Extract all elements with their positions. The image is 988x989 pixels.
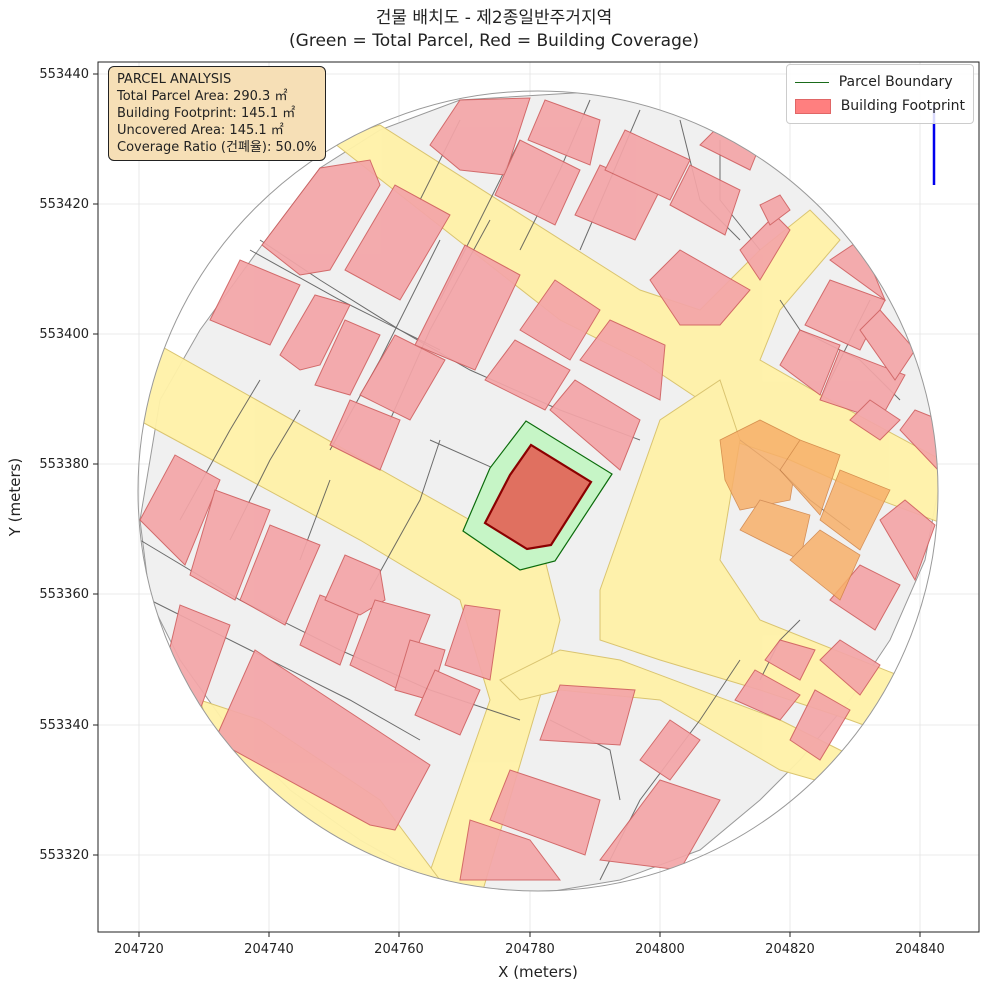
building — [879, 499, 936, 582]
y-axis-label: Y (meters) — [6, 458, 24, 538]
building — [314, 319, 381, 396]
building — [764, 639, 816, 681]
building — [579, 319, 666, 401]
building — [261, 159, 381, 276]
building — [519, 279, 601, 361]
building-footprint — [483, 443, 593, 551]
building — [899, 409, 938, 472]
legend-swatch-line — [794, 81, 829, 83]
analysis-line: Building Footprint: 145.1 ㎡ — [117, 106, 296, 121]
building — [819, 639, 881, 696]
building — [739, 214, 791, 281]
building — [189, 489, 271, 601]
chart-title-line1: 건물 배치도 - 제2종일반주거지역 — [375, 8, 613, 28]
legend-item-footprint: Building Footprint — [794, 94, 965, 118]
building — [734, 669, 801, 721]
map-content — [138, 91, 938, 891]
legend-item-parcel: Parcel Boundary — [794, 70, 965, 94]
x-tick-label: 204780 — [505, 942, 555, 957]
y-tick-label: 553400 — [39, 327, 89, 342]
building — [209, 259, 301, 346]
chart-title-line2: (Green = Total Parcel, Red = Building Co… — [289, 31, 699, 51]
building — [669, 164, 741, 236]
building — [549, 379, 641, 471]
x-tick-label: 204800 — [635, 942, 685, 957]
y-tick-label: 553380 — [39, 457, 89, 472]
x-tick-label: 204840 — [895, 942, 945, 957]
building — [414, 669, 481, 736]
legend: Parcel Boundary Building Footprint — [785, 64, 974, 124]
x-axis-label: X (meters) — [498, 963, 578, 981]
building — [349, 599, 431, 691]
overlap-area — [719, 419, 891, 601]
y-tick-label: 553340 — [39, 718, 89, 733]
legend-label: Parcel Boundary — [838, 74, 953, 90]
building — [459, 819, 561, 881]
building — [344, 184, 451, 301]
building — [527, 99, 601, 166]
analysis-line: Coverage Ratio (건폐율): 50.0% — [117, 140, 317, 155]
building — [359, 334, 446, 421]
buildings — [139, 97, 938, 881]
x-axis: 204720 204740 204760 204780 204800 20482… — [114, 932, 945, 981]
building — [779, 329, 841, 396]
building — [324, 554, 386, 616]
y-tick-label: 553420 — [39, 197, 89, 212]
legend-label: Building Footprint — [840, 98, 965, 114]
x-tick-label: 204720 — [114, 942, 164, 957]
y-tick-label: 553360 — [39, 587, 89, 602]
y-tick-label: 553440 — [39, 67, 89, 82]
analysis-boundary — [137, 90, 939, 892]
y-axis: 553440 553420 553400 553380 553360 55334… — [6, 67, 98, 863]
building — [239, 524, 321, 626]
building — [539, 684, 636, 746]
parcel-analysis-box: PARCEL ANALYSIS Total Parcel Area: 290.3… — [108, 66, 326, 161]
building — [494, 139, 581, 226]
analysis-line: Total Parcel Area: 290.3 ㎡ — [117, 89, 288, 104]
building — [849, 399, 901, 441]
building — [214, 649, 431, 831]
x-tick-label: 204740 — [244, 942, 294, 957]
x-tick-label: 204760 — [374, 942, 424, 957]
analysis-line: Uncovered Area: 145.1 ㎡ — [117, 123, 284, 138]
y-tick-label: 553320 — [39, 848, 89, 863]
building — [639, 719, 701, 781]
building — [759, 194, 791, 226]
building — [444, 604, 501, 681]
building — [329, 399, 401, 471]
analysis-heading: PARCEL ANALYSIS — [117, 72, 232, 87]
building — [279, 294, 351, 371]
building — [489, 769, 601, 856]
legend-swatch-patch — [794, 98, 831, 114]
building — [414, 244, 521, 371]
building — [789, 689, 851, 761]
x-tick-label: 204820 — [765, 942, 815, 957]
building — [649, 249, 751, 326]
plot-frame — [97, 61, 980, 933]
building — [139, 454, 221, 566]
building — [429, 97, 531, 176]
building — [604, 129, 691, 201]
building — [484, 339, 571, 411]
building — [599, 779, 721, 871]
